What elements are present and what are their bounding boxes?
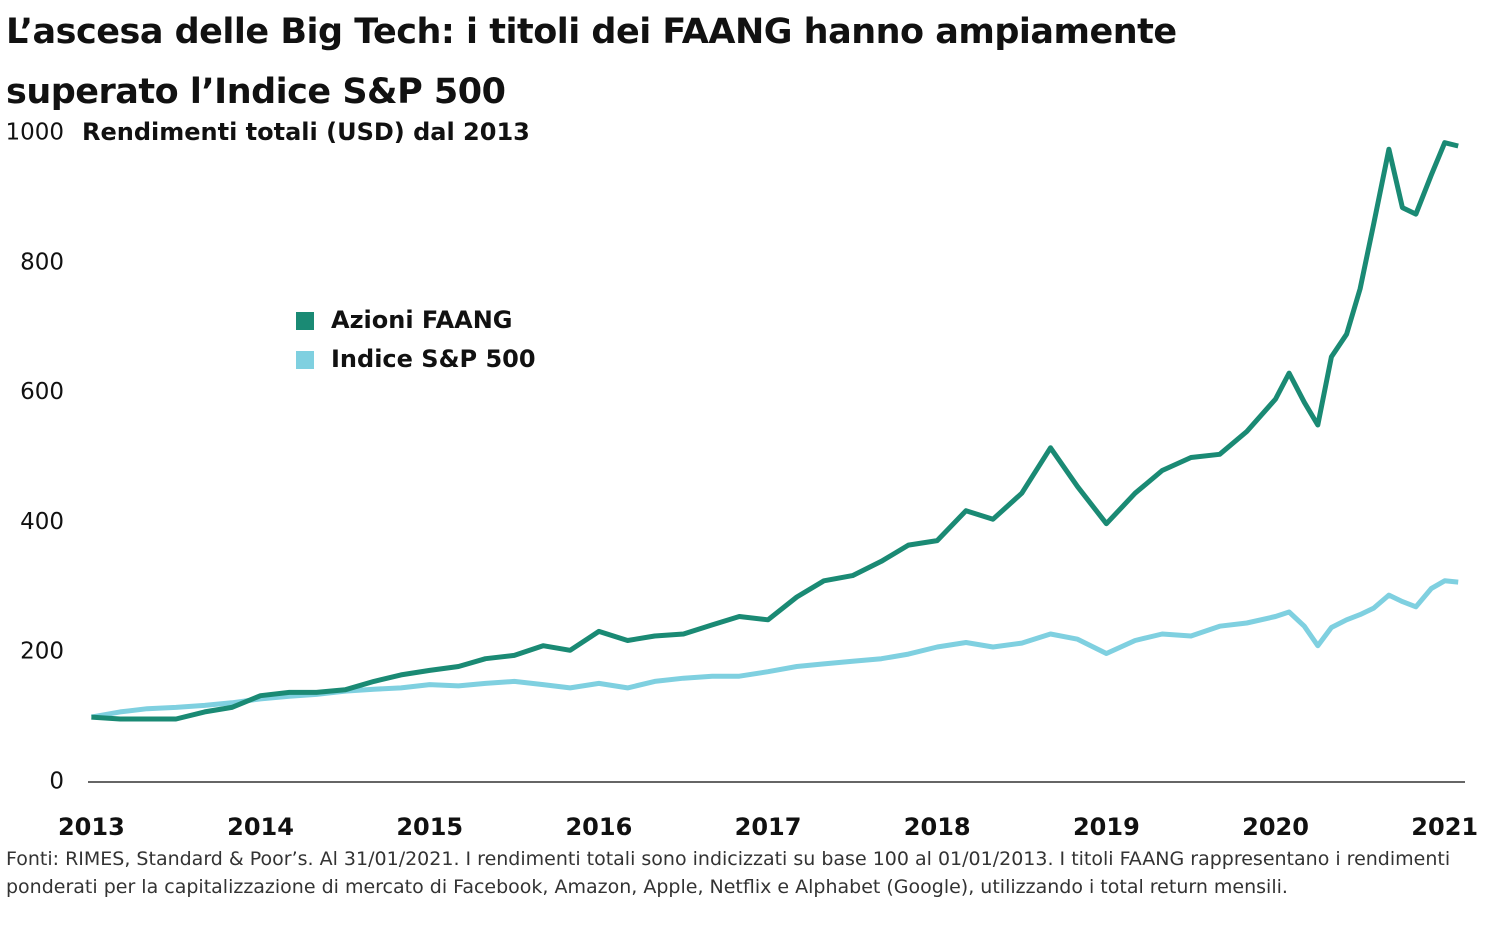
y-tick-label: 0 — [49, 769, 64, 795]
x-tick-label: 2021 — [1411, 813, 1478, 841]
legend-label: Azioni FAANG — [331, 306, 513, 334]
y-tick-label: 800 — [20, 249, 64, 275]
x-tick-label: 2014 — [227, 813, 294, 841]
series-line — [91, 140, 1459, 722]
y-tick-label: 600 — [20, 379, 64, 405]
y-tick-label: 1000 — [5, 120, 64, 146]
legend-label: Indice S&P 500 — [331, 345, 536, 373]
x-tick-label: 2013 — [58, 813, 125, 841]
x-tick-label: 2015 — [396, 813, 463, 841]
chart-title: L’ascesa delle Big Tech: i titoli dei FA… — [6, 12, 1177, 112]
chart-subtitle: Rendimenti totali (USD) dal 2013 — [82, 118, 530, 146]
y-tick-label: 200 — [20, 639, 64, 665]
x-tick-label: 2018 — [904, 813, 971, 841]
legend-swatch — [296, 351, 314, 369]
x-tick-label: 2019 — [1073, 813, 1140, 841]
legend-swatch — [296, 312, 314, 330]
x-tick-label: 2016 — [565, 813, 632, 841]
y-tick-label: 400 — [20, 509, 64, 535]
x-tick-label: 2020 — [1242, 813, 1309, 841]
series-line — [90, 578, 1459, 720]
x-tick-label: 2017 — [735, 813, 802, 841]
source-note: Fonti: RIMES, Standard & Poor’s. Al 31/0… — [6, 848, 1451, 898]
